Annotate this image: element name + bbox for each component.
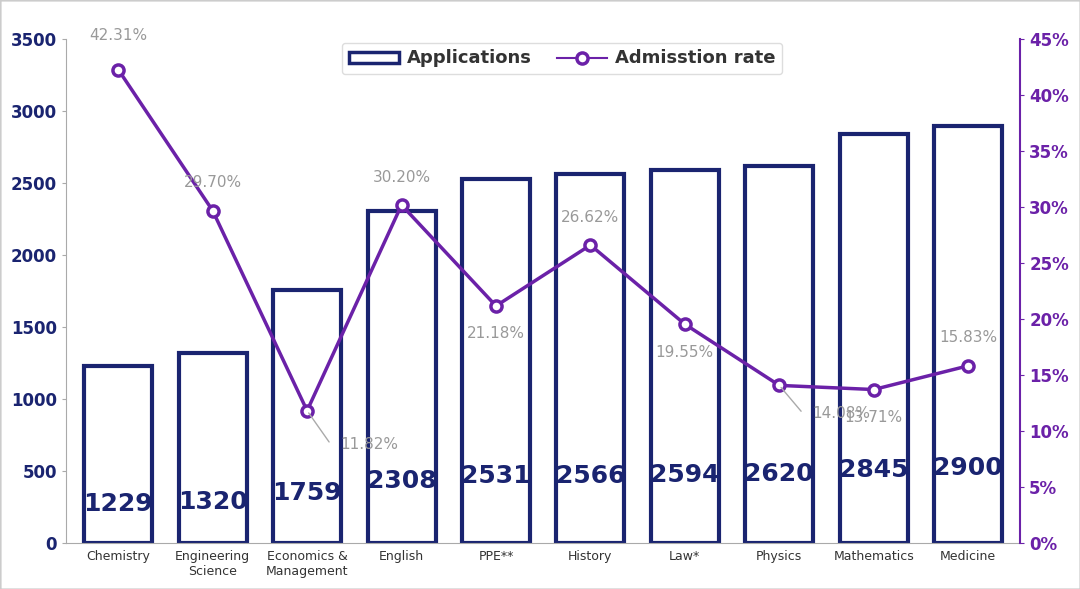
Bar xyxy=(273,290,341,543)
Text: 15.83%: 15.83% xyxy=(940,330,997,345)
Bar xyxy=(745,166,813,543)
Text: 19.55%: 19.55% xyxy=(656,345,714,360)
Text: 2620: 2620 xyxy=(744,462,814,487)
Bar xyxy=(367,211,435,543)
Text: 2845: 2845 xyxy=(839,458,908,482)
Text: 26.62%: 26.62% xyxy=(562,210,620,224)
Text: 14.08%: 14.08% xyxy=(812,406,870,421)
Bar xyxy=(84,366,152,543)
Text: 1229: 1229 xyxy=(83,492,153,517)
Text: 13.71%: 13.71% xyxy=(845,410,903,425)
Bar xyxy=(934,125,1002,543)
Text: 2531: 2531 xyxy=(461,464,530,488)
Text: 2308: 2308 xyxy=(367,469,436,493)
Bar xyxy=(462,179,530,543)
Legend: Applications, Admisstion rate: Applications, Admisstion rate xyxy=(342,43,782,74)
Bar xyxy=(840,134,907,543)
Text: 30.20%: 30.20% xyxy=(373,170,431,184)
Text: 2566: 2566 xyxy=(555,464,625,488)
Bar xyxy=(651,170,719,543)
Text: 11.82%: 11.82% xyxy=(340,437,399,452)
Text: 2594: 2594 xyxy=(650,463,719,487)
Text: 42.31%: 42.31% xyxy=(90,28,147,44)
Bar xyxy=(178,353,246,543)
Text: 21.18%: 21.18% xyxy=(467,326,525,342)
Bar xyxy=(556,174,624,543)
Text: 2900: 2900 xyxy=(933,456,1003,481)
Text: 1759: 1759 xyxy=(272,481,342,505)
Text: 1320: 1320 xyxy=(178,491,247,514)
Text: 29.70%: 29.70% xyxy=(184,175,242,190)
